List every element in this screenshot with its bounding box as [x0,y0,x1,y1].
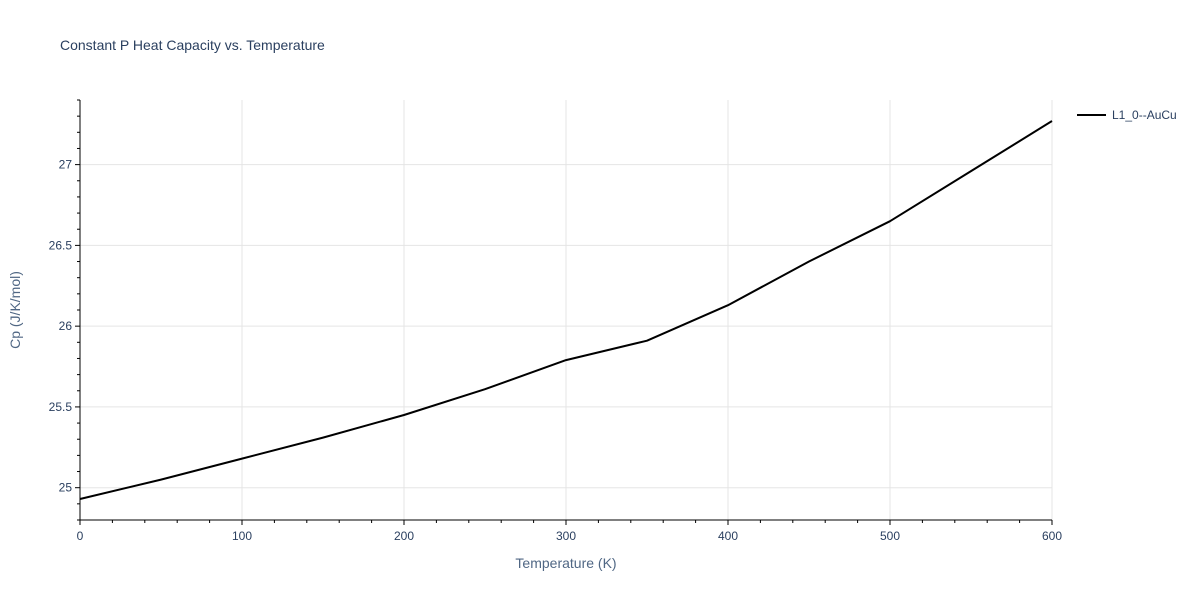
x-axis-ticks: 0 100 200 300 400 500 600 [77,529,1063,543]
x-axis-title: Temperature (K) [515,555,616,571]
x-tick-label: 100 [232,529,252,543]
series-group [79,120,1053,500]
x-tick-label: 600 [1042,529,1062,543]
x-tick-label: 0 [77,529,84,543]
legend-label: L1_0--AuCu [1112,108,1177,122]
legend[interactable]: L1_0--AuCu [1077,108,1177,122]
x-tick-label: 300 [556,529,576,543]
chart-title: Constant P Heat Capacity vs. Temperature [60,37,325,53]
x-tick-label: 200 [394,529,414,543]
x-tick-label: 400 [718,529,738,543]
y-tick-label: 26.5 [49,238,73,252]
y-tick-label: 27 [59,158,73,172]
y-tick-label: 26 [59,319,73,333]
grid-lines [80,100,1053,520]
y-axis-title: Cp (J/K/mol) [7,271,23,349]
x-tick-label: 500 [880,529,900,543]
axes [75,99,1053,525]
y-axis-ticks: 25 25.5 26 26.5 27 [49,158,73,495]
y-tick-label: 25.5 [49,400,73,414]
series-line [79,120,1053,500]
y-tick-label: 25 [59,481,73,495]
